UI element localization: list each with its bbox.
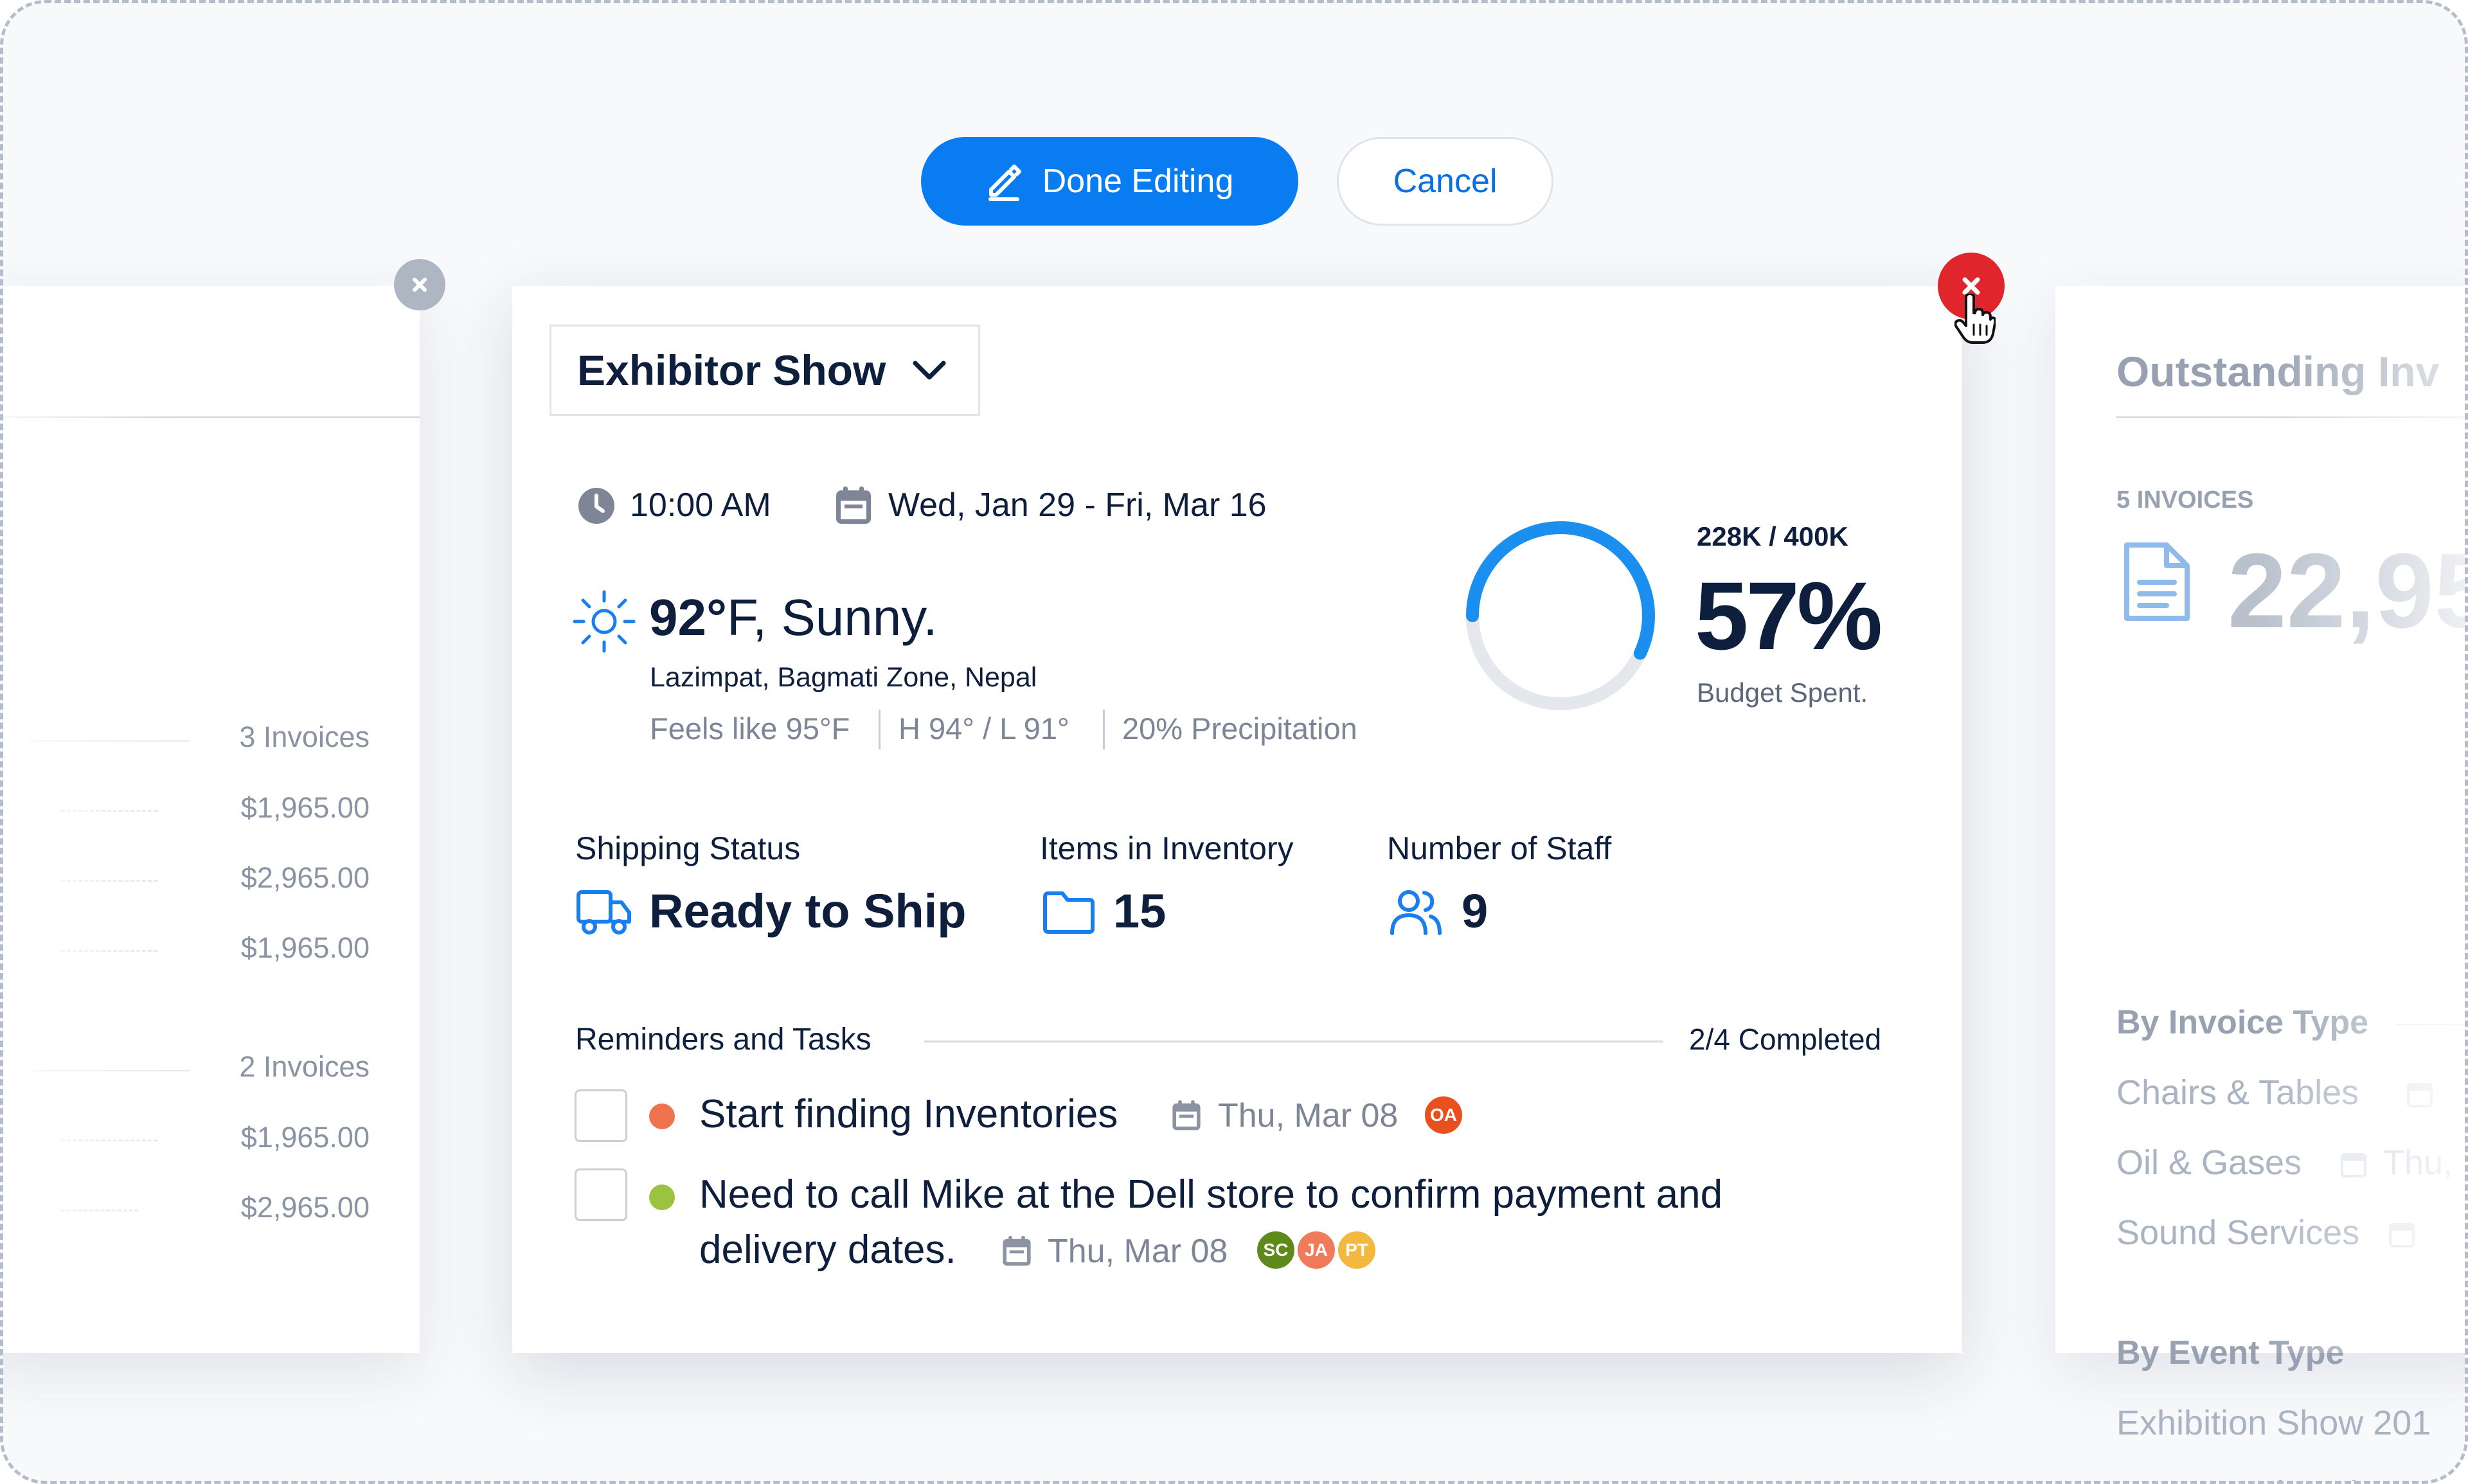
task-title-line[interactable]: delivery dates. <box>699 1228 956 1272</box>
weather-temperature: 92° <box>649 589 727 646</box>
assignee-avatar[interactable]: PT <box>1336 1229 1377 1271</box>
reminders-heading: Reminders and Tasks <box>575 1023 872 1057</box>
group-divider <box>29 1070 190 1071</box>
dash-leader <box>61 810 157 812</box>
invoice-date: Thu, <box>2383 1143 2453 1182</box>
staff-count-value: 9 <box>1462 884 1489 938</box>
dash-leader <box>61 950 157 952</box>
left-invoice-card: 3 Invoices $1,965.00 $2,965.00 $1,965.00… <box>3 286 420 1353</box>
weather-separator <box>1103 710 1105 749</box>
calendar-icon <box>836 487 871 524</box>
event-type-item: Exhibition Show 201 <box>2116 1404 2431 1442</box>
by-invoice-type-heading: By Invoice Type <box>2116 1004 2369 1041</box>
close-icon <box>1962 277 1980 295</box>
task-title-line[interactable]: Need to call Mike at the Dell store to c… <box>699 1172 1723 1217</box>
task-due-date: Thu, Mar 08 <box>1218 1097 1399 1134</box>
shipping-status-label: Shipping Status <box>575 830 801 866</box>
event-selector-label: Exhibitor Show <box>577 346 886 394</box>
calendar-icon <box>2389 1223 2415 1247</box>
cancel-button[interactable]: Cancel <box>1337 137 1553 226</box>
task-checkbox[interactable] <box>575 1089 627 1142</box>
invoice-amount: $1,965.00 <box>240 1121 370 1154</box>
tasks-progress: 2/4 Completed <box>1689 1023 1882 1056</box>
clock-icon <box>578 488 614 524</box>
weather-high-low: H 94° / L 91° <box>899 711 1069 746</box>
done-editing-button[interactable]: Done Editing <box>921 137 1298 226</box>
inventory-label: Items in Inventory <box>1040 830 1294 866</box>
assignee-avatar[interactable]: OA <box>1423 1095 1464 1136</box>
outstanding-total: 22,95 <box>2228 532 2468 650</box>
event-selector-dropdown[interactable]: Exhibitor Show <box>550 325 980 416</box>
invoice-count-label: 3 Invoices <box>239 720 370 753</box>
invoice-amount: $2,965.00 <box>240 861 370 894</box>
task-checkbox[interactable] <box>575 1168 627 1221</box>
invoice-amount: $1,965.00 <box>240 791 370 824</box>
invoice-count-label: 5 INVOICES <box>2116 487 2254 514</box>
budget-ratio: 228K / 400K <box>1697 521 1848 551</box>
invoice-count-label: 2 Invoices <box>239 1050 370 1083</box>
event-date-range: Wed, Jan 29 - Fri, Mar 16 <box>888 487 1267 524</box>
dash-leader <box>61 1140 157 1141</box>
weather-summary: 92°F, Sunny. <box>649 588 938 647</box>
event-widget-card <box>512 286 1962 1353</box>
budget-caption: Budget Spent. <box>1697 677 1868 708</box>
users-icon <box>1390 890 1442 935</box>
shipping-status-value: Ready to Ship <box>649 884 967 938</box>
event-type-item: Kansas Education Sh <box>2116 1474 2448 1481</box>
outstanding-invoices-card: Outstanding Inv 5 INVOICES 22,95 By Invo… <box>2055 286 2468 1481</box>
weather-feels-like: Feels like 95°F <box>650 711 850 746</box>
section-divider <box>2370 1354 2465 1355</box>
task-title[interactable]: Start finding Inventories <box>699 1092 1118 1136</box>
task-priority-dot <box>649 1185 675 1210</box>
budget-ring-arc <box>1466 521 1655 710</box>
assignee-avatar[interactable]: SC <box>1255 1229 1296 1271</box>
reminders-divider <box>924 1041 1663 1042</box>
done-editing-label: Done Editing <box>1042 163 1234 200</box>
task-due-date: Thu, Mar 08 <box>1048 1233 1228 1270</box>
staff-count-label: Number of Staff <box>1387 830 1612 866</box>
budget-progress-ring <box>1466 521 1655 710</box>
invoice-amount: $1,965.00 <box>240 931 370 964</box>
cancel-label: Cancel <box>1393 163 1498 200</box>
calendar-icon <box>1003 1236 1031 1266</box>
chevron-down-icon <box>913 361 946 380</box>
weather-description: F, Sunny. <box>726 589 938 646</box>
invoice-type-item: Sound Services <box>2116 1213 2360 1252</box>
weather-precipitation: 20% Precipitation <box>1122 711 1357 746</box>
sun-icon <box>573 590 636 653</box>
weather-location: Lazimpat, Bagmati Zone, Nepal <box>650 662 1037 693</box>
inventory-value: 15 <box>1113 884 1167 938</box>
remove-widget-button[interactable] <box>394 259 445 310</box>
document-icon <box>2124 542 2190 621</box>
calendar-icon <box>2407 1083 2433 1107</box>
budget-percent: 57% <box>1695 562 1882 670</box>
calendar-icon <box>1172 1100 1201 1131</box>
dash-leader <box>61 880 157 882</box>
weather-separator <box>879 710 881 749</box>
calendar-icon <box>2341 1153 2366 1177</box>
pencil-icon <box>988 165 1021 201</box>
truck-icon <box>577 890 631 934</box>
assignee-avatar[interactable]: JA <box>1296 1229 1337 1271</box>
dash-leader <box>61 1210 138 1211</box>
card-header-divider <box>2116 416 2465 418</box>
hand-cursor-icon <box>1954 294 1996 344</box>
close-icon <box>413 278 427 292</box>
card-header-divider <box>3 416 420 418</box>
folder-icon <box>1043 891 1095 934</box>
section-divider <box>2396 1024 2465 1025</box>
invoice-type-item: Chairs & Tables <box>2116 1073 2359 1112</box>
task-priority-dot <box>649 1104 675 1129</box>
by-event-type-heading: By Event Type <box>2116 1334 2345 1372</box>
group-divider <box>29 740 190 742</box>
invoice-amount: $2,965.00 <box>240 1191 370 1224</box>
event-time: 10:00 AM <box>630 487 771 524</box>
invoice-type-item: Oil & Gases <box>2116 1143 2302 1182</box>
card-title: Outstanding Inv <box>2116 348 2440 395</box>
